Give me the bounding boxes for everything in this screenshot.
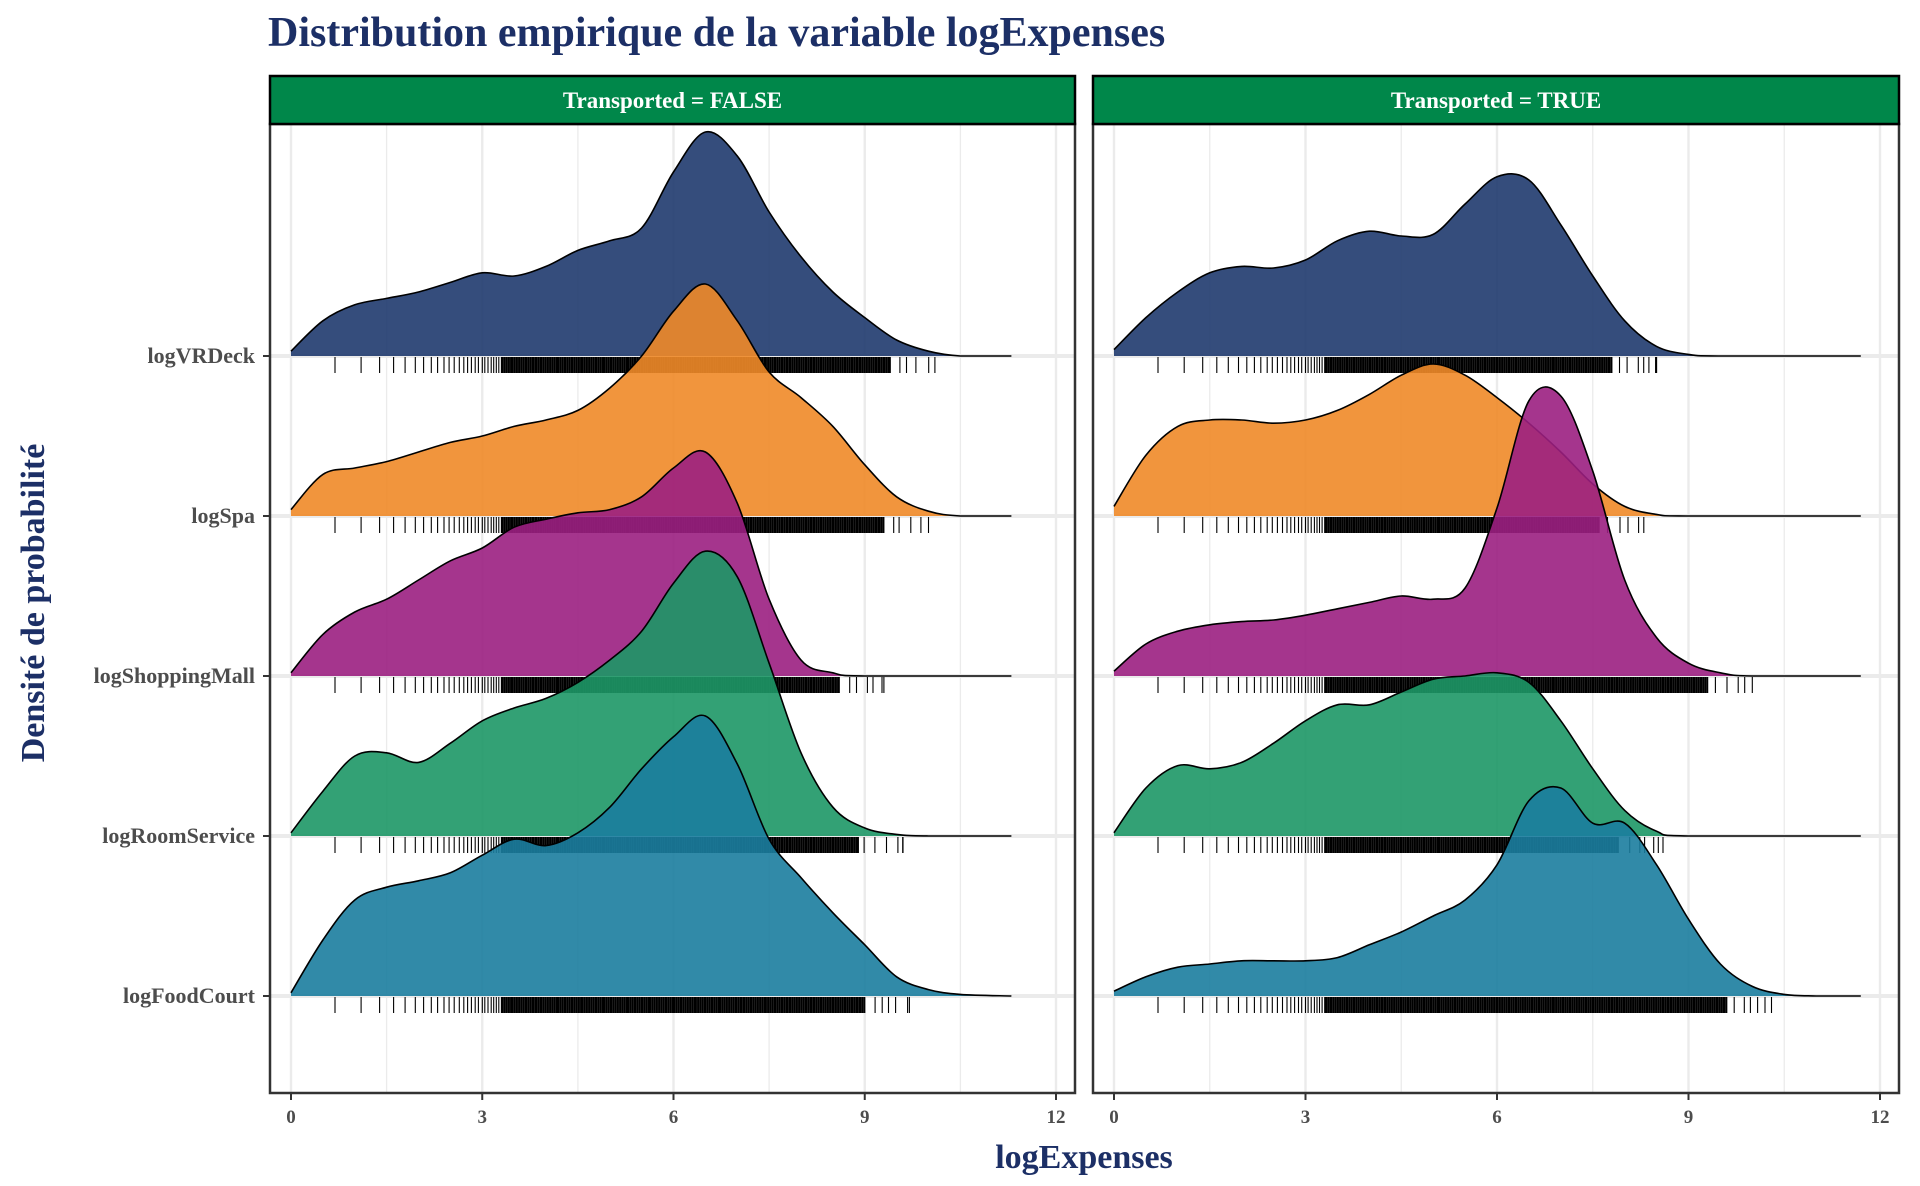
density-outline — [1113, 173, 1861, 357]
y-tick-label-logspa: logSpa — [191, 503, 255, 528]
x-tick-label: 6 — [669, 1107, 679, 1128]
chart-title: Distribution empirique de la variable lo… — [268, 10, 1165, 56]
density-outline — [1113, 671, 1861, 837]
density-area — [1114, 364, 1861, 516]
density-area — [291, 551, 1012, 836]
ridges — [1113, 173, 1861, 1013]
density-area — [1114, 786, 1861, 996]
density-area — [291, 715, 1012, 996]
rug-ticks — [1157, 997, 1773, 1013]
y-axis: logFoodCourt logRoomService logShoppingMal… — [94, 343, 270, 1008]
density-outline — [290, 550, 1012, 837]
x-tick-label: 0 — [286, 1107, 296, 1128]
facet-panel-true: Transported = TRUE 0 3 6 9 12 — [1091, 74, 1901, 1128]
ridges — [290, 130, 1012, 1013]
y-tick-label-logshoppingmall: logShoppingMall — [94, 663, 255, 688]
facet-strip — [268, 74, 1077, 126]
x-tick-label: 12 — [1047, 1107, 1066, 1128]
x-tick-label: 0 — [1109, 1107, 1119, 1128]
x-tick-label: 9 — [1684, 1107, 1694, 1128]
facet-strip — [1091, 74, 1901, 126]
density-outline — [1113, 363, 1861, 517]
x-axis: 0 3 6 9 12 — [1109, 1093, 1890, 1128]
density-area — [1114, 672, 1861, 836]
density-outline — [290, 130, 1012, 357]
rug-marks — [334, 997, 910, 1013]
facet-panel-false: Transported = FALSE 0 3 6 9 12 — [268, 74, 1077, 1128]
x-tick-label: 3 — [478, 1107, 488, 1128]
y-tick-label-logfoodcourt: logFoodCourt — [123, 983, 256, 1008]
ridge-logfoodcourt — [290, 714, 1012, 1013]
x-tick-label: 12 — [1871, 1107, 1890, 1128]
density-outline — [290, 449, 1012, 677]
facet-strip-label: Transported = TRUE — [1391, 88, 1601, 113]
ridge-logfoodcourt — [1113, 785, 1861, 1013]
y-axis-title: Densité de probabilité — [15, 444, 52, 763]
rug-ticks — [334, 997, 910, 1013]
y-tick-label-logroomservice: logRoomService — [102, 823, 255, 848]
density-area — [291, 283, 1012, 516]
density-outline — [1113, 386, 1861, 677]
x-tick-label: 6 — [1492, 1107, 1502, 1128]
density-outline — [290, 714, 1012, 997]
density-area — [1114, 173, 1861, 356]
x-tick-label: 3 — [1301, 1107, 1311, 1128]
x-axis-title: logExpenses — [995, 1139, 1173, 1176]
x-axis: 0 3 6 9 12 — [286, 1093, 1066, 1128]
y-tick-label-logvrdeck: logVRDeck — [147, 343, 255, 368]
rug-marks — [1157, 997, 1773, 1013]
density-area — [291, 450, 1012, 676]
density-area — [291, 131, 1012, 356]
density-area — [1114, 386, 1861, 676]
x-tick-label: 9 — [860, 1107, 870, 1128]
density-outline — [290, 283, 1012, 517]
density-outline — [1113, 785, 1861, 997]
facet-strip-label: Transported = FALSE — [563, 88, 782, 113]
